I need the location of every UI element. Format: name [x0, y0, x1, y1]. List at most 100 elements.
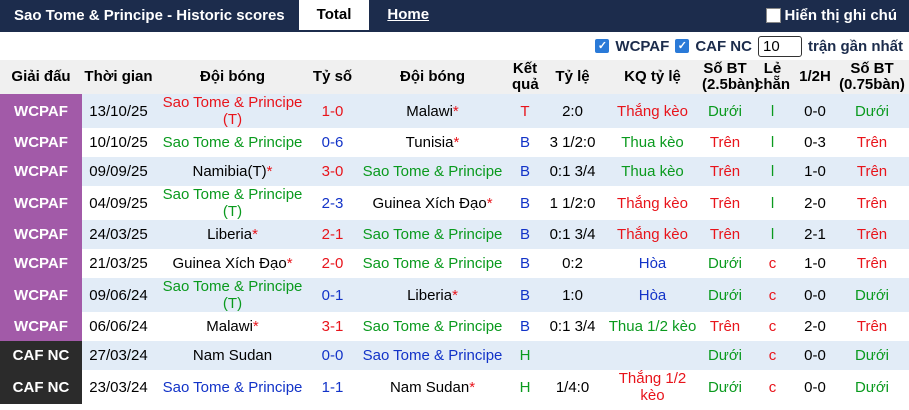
- cell: Thắng kèo: [605, 186, 700, 220]
- cell: Liberia*: [355, 278, 510, 312]
- cell: Thắng 1/2 kèo: [605, 370, 700, 404]
- cell: B: [510, 157, 540, 186]
- cell: 1/4:0: [540, 370, 605, 404]
- cell: 2-0: [310, 249, 355, 278]
- cell: 21/03/25: [82, 249, 155, 278]
- competition: CAF NC: [0, 370, 82, 404]
- cell: Hòa: [605, 249, 700, 278]
- cell: Sao Tome & Principe (T): [155, 186, 310, 220]
- cell: H: [510, 341, 540, 370]
- cell: 1-1: [310, 370, 355, 404]
- cell: Sao Tome & Principe (T): [155, 94, 310, 128]
- cell: Trên: [835, 220, 909, 249]
- cell: Sao Tome & Principe: [355, 249, 510, 278]
- cell: B: [510, 220, 540, 249]
- cell: 1:0: [540, 278, 605, 312]
- cell: H: [510, 370, 540, 404]
- cell: Liberia*: [155, 220, 310, 249]
- cell: 0-0: [795, 94, 835, 128]
- column-header: Số BT (0.75bàn): [835, 60, 909, 94]
- competition: WCPAF: [0, 220, 82, 249]
- cell: B: [510, 128, 540, 157]
- cell: Sao Tome & Principe: [155, 128, 310, 157]
- filter-label: CAF NC: [695, 37, 752, 55]
- competition: CAF NC: [0, 341, 82, 370]
- table-row: WCPAF 09/06/24 Sao Tome & Principe (T) 0-1 L…: [0, 278, 909, 312]
- cell: Dưới: [700, 278, 750, 312]
- header-row: Giải đấu Thời gian Đội bóng Tỷ số Đội bóng Kế…: [0, 60, 909, 94]
- checkbox[interactable]: ✓: [675, 39, 690, 53]
- cell: Namibia(T)*: [155, 157, 310, 186]
- cell: 0-3: [795, 128, 835, 157]
- cell: 2-0: [795, 312, 835, 341]
- cell: 2-1: [310, 220, 355, 249]
- cell: 3-1: [310, 312, 355, 341]
- cell: c: [750, 249, 795, 278]
- cell: l: [750, 186, 795, 220]
- column-header: 1/2H: [795, 60, 835, 94]
- table-row: CAF NC 23/03/24 Sao Tome & Principe 1-1 Nam …: [0, 370, 909, 404]
- cell: B: [510, 249, 540, 278]
- table-body: WCPAF 13/10/25 Sao Tome & Principe (T) 1-0 M…: [0, 94, 909, 404]
- cell: 0:1 3/4: [540, 312, 605, 341]
- competition: WCPAF: [0, 128, 82, 157]
- checkbox[interactable]: [765, 7, 781, 23]
- cell: 2-0: [795, 186, 835, 220]
- count-select[interactable]: 10: [757, 35, 802, 57]
- cell: 1 1/2:0: [540, 186, 605, 220]
- cell: Dưới: [700, 370, 750, 404]
- cell: Nam Sudan*: [355, 370, 510, 404]
- cell: Sao Tome & Principe (T): [155, 278, 310, 312]
- cell: 0-0: [795, 370, 835, 404]
- cell: Malawi*: [155, 312, 310, 341]
- cell: Dưới: [700, 249, 750, 278]
- cell: Trên: [700, 157, 750, 186]
- note-toggle[interactable]: Hiển thị ghi chú: [765, 7, 897, 24]
- page-title: Sao Tome & Principe - Historic scores: [14, 6, 285, 24]
- column-header: Lẻ chẵn: [750, 60, 795, 94]
- cell: l: [750, 157, 795, 186]
- tab[interactable]: Total: [298, 0, 370, 30]
- cell: Thắng kèo: [605, 220, 700, 249]
- cell: 0:1 3/4: [540, 157, 605, 186]
- cell: [605, 341, 700, 370]
- cell: c: [750, 341, 795, 370]
- column-header: Thời gian: [82, 60, 155, 94]
- checkbox[interactable]: ✓: [595, 39, 610, 53]
- cell: c: [750, 312, 795, 341]
- cell: 1-0: [310, 94, 355, 128]
- cell: B: [510, 312, 540, 341]
- cell: 2-1: [795, 220, 835, 249]
- cell: Malawi*: [355, 94, 510, 128]
- count-label: trận gần nhất: [807, 37, 903, 55]
- competition: WCPAF: [0, 249, 82, 278]
- competition: WCPAF: [0, 312, 82, 341]
- cell: 3-0: [310, 157, 355, 186]
- cell: Trên: [835, 249, 909, 278]
- cell: 10/10/25: [82, 128, 155, 157]
- column-header: Đội bóng: [155, 60, 310, 94]
- cell: Dưới: [835, 341, 909, 370]
- column-header: Tỷ lệ: [540, 60, 605, 94]
- column-header: KQ tỷ lệ: [605, 60, 700, 94]
- cell: 23/03/24: [82, 370, 155, 404]
- table-row: WCPAF 09/09/25 Namibia(T)* 3-0 Sao Tome & Pr…: [0, 157, 909, 186]
- cell: Guinea Xích Đạo*: [355, 186, 510, 220]
- cell: 0-0: [795, 341, 835, 370]
- cell: Nam Sudan: [155, 341, 310, 370]
- cell: Dưới: [835, 94, 909, 128]
- cell: 09/06/24: [82, 278, 155, 312]
- cell: Thắng kèo: [605, 94, 700, 128]
- competition: WCPAF: [0, 94, 82, 128]
- cell: Sao Tome & Principe: [355, 157, 510, 186]
- cell: 13/10/25: [82, 94, 155, 128]
- table-row: WCPAF 24/03/25 Liberia* 2-1 Sao Tome & Princ…: [0, 220, 909, 249]
- tab[interactable]: Home: [387, 6, 430, 23]
- column-header: Giải đấu: [0, 60, 82, 94]
- cell: Sao Tome & Principe: [355, 341, 510, 370]
- cell: 06/06/24: [82, 312, 155, 341]
- cell: Guinea Xích Đạo*: [155, 249, 310, 278]
- top-bar: Sao Tome & Principe - Historic scores To…: [0, 0, 909, 30]
- column-header: Kết quả: [510, 60, 540, 94]
- cell: 0-6: [310, 128, 355, 157]
